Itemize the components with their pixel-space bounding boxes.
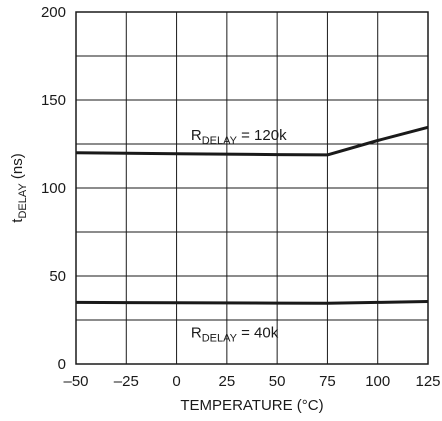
series-label-40k-rest: = 40k	[237, 324, 279, 341]
series-label-40k-sub: DELAY	[202, 332, 238, 344]
gridlines	[76, 12, 428, 364]
y-tick-label: 0	[58, 356, 66, 373]
series-label-120k-sub: DELAY	[202, 135, 238, 147]
plot-frame	[75, 11, 429, 365]
y-axis-title-unit: (ns)	[9, 153, 26, 183]
x-tick-label: 100	[365, 373, 390, 390]
y-axis-title-sub: DELAY	[17, 183, 29, 219]
y-axis-title-main: t	[9, 218, 26, 223]
x-tick-label: 0	[172, 373, 180, 390]
series-label-40k-main: R	[191, 324, 202, 341]
x-tick-label: 75	[319, 373, 336, 390]
x-tick-labels: –50 –25 0 25 50 75 100 125	[63, 373, 440, 390]
series-label-120k: RDELAY = 120k	[191, 127, 287, 147]
y-tick-label: 200	[41, 4, 66, 21]
y-tick-label: 50	[49, 268, 66, 285]
series-line-0	[75, 125, 429, 157]
series-label-40k: RDELAY = 40k	[191, 324, 279, 344]
y-tick-label: 150	[41, 92, 66, 109]
x-tick-label: 25	[219, 373, 236, 390]
series-label-120k-rest: = 120k	[237, 127, 287, 144]
series-group	[75, 125, 429, 305]
series-label-120k-main: R	[191, 127, 202, 144]
y-axis-title: tDELAY (ns)	[9, 153, 29, 222]
x-tick-label: 125	[415, 373, 440, 390]
y-tick-label: 100	[41, 180, 66, 197]
x-axis-title: TEMPERATURE (°C)	[180, 397, 323, 414]
x-tick-label: –25	[114, 373, 139, 390]
x-tick-label: 50	[269, 373, 286, 390]
x-tick-label: –50	[63, 373, 88, 390]
series-line-1	[75, 300, 429, 305]
y-tick-labels: 0 50 100 150 200	[41, 4, 66, 373]
